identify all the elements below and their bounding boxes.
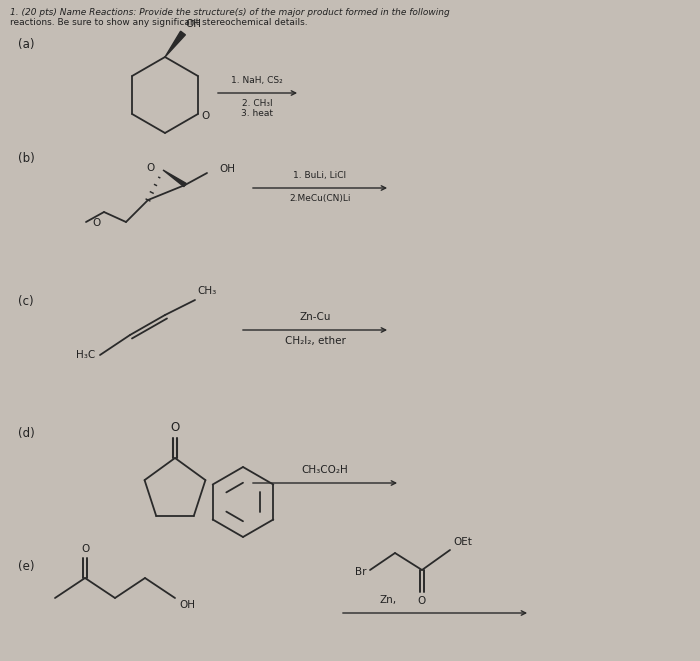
Text: (a): (a): [18, 38, 34, 51]
Text: CH₃CO₂H: CH₃CO₂H: [302, 465, 349, 475]
Polygon shape: [163, 170, 186, 186]
Text: CH₂I₂, ether: CH₂I₂, ether: [285, 336, 345, 346]
Text: O: O: [201, 111, 209, 121]
Text: O: O: [92, 218, 101, 228]
Text: OH: OH: [185, 19, 201, 29]
Text: reactions. Be sure to show any significant stereochemical details.: reactions. Be sure to show any significa…: [10, 18, 307, 27]
Text: 2.MeCu(CN)Li: 2.MeCu(CN)Li: [289, 194, 351, 203]
Text: O: O: [418, 596, 426, 606]
Text: 2. CH₃I: 2. CH₃I: [241, 99, 272, 108]
Text: H₃C: H₃C: [76, 350, 95, 360]
Text: O: O: [170, 421, 180, 434]
Text: Zn-Cu: Zn-Cu: [300, 312, 330, 322]
Text: Zn,: Zn,: [380, 595, 397, 605]
Text: OEt: OEt: [453, 537, 472, 547]
Polygon shape: [165, 31, 186, 57]
Text: 3. heat: 3. heat: [241, 109, 273, 118]
Text: OH: OH: [219, 164, 235, 174]
Text: 1. BuLi, LiCl: 1. BuLi, LiCl: [293, 171, 346, 180]
Text: O: O: [81, 544, 89, 554]
Text: OH: OH: [179, 600, 195, 610]
Text: CH₃: CH₃: [197, 286, 216, 296]
Text: O: O: [147, 163, 155, 173]
Text: (e): (e): [18, 560, 34, 573]
Text: Br: Br: [354, 567, 366, 577]
Text: (c): (c): [18, 295, 34, 308]
Text: 1. (20 pts) Name Reactions: Provide the structure(s) of the major product formed: 1. (20 pts) Name Reactions: Provide the …: [10, 8, 449, 17]
Text: (d): (d): [18, 427, 35, 440]
Text: (b): (b): [18, 152, 35, 165]
Text: 1. NaH, CS₂: 1. NaH, CS₂: [231, 76, 283, 85]
